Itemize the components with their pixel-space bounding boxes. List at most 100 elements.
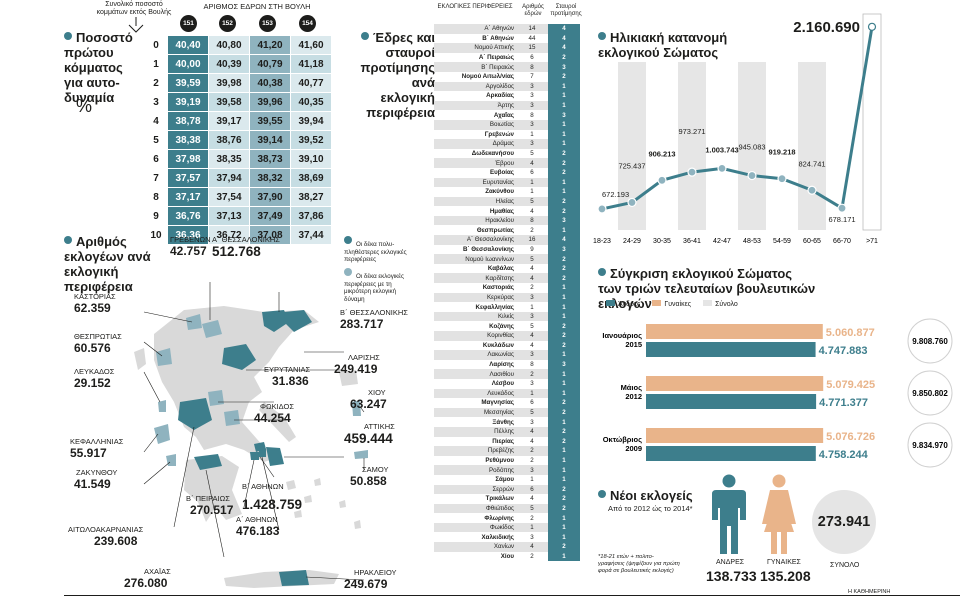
region-seats: 5 (530, 322, 534, 330)
header-regions: ΕΚΛΟΓΙΚΕΣ ΠΕΡΙΦΕΡΕΙΕΣ (437, 4, 513, 10)
row-index: 7 (153, 172, 159, 184)
threshold-cell: 40,00 (168, 55, 208, 73)
region-seats: 8 (530, 111, 534, 119)
threshold-section: Ποσοστό πρώτου κόμματος για αυτο-δυναμία… (64, 0, 354, 244)
women-value-label: 5.060.877 (826, 327, 875, 339)
region-row: Β΄ Αθηνών 44 4 (434, 33, 580, 44)
region-crosses: 2 (548, 436, 580, 447)
age-value-label: 919.218 (768, 148, 795, 157)
row-index: 0 (153, 39, 159, 51)
region-row: Μαγνησίας 6 2 (434, 398, 580, 408)
threshold-title-text: Ποσοστό πρώτου κόμματος για αυτο-δυναμία (64, 30, 133, 105)
compare-category-label: Οκτώβριος 2009 (603, 435, 642, 453)
threshold-cell: 37,54 (209, 188, 249, 206)
age-line-chart: 672.193 18-23 725.437 24-29 906.213 30-35 973.… (593, 13, 882, 245)
value-achaia: 276.080 (124, 576, 168, 590)
women-value-label: 5.076.726 (826, 431, 875, 443)
threshold-cell: 36,36 (168, 226, 208, 244)
women-label: ΓΥΝΑΙΚΕΣ (767, 559, 801, 566)
row-index: 9 (153, 210, 159, 222)
women-bar (646, 376, 824, 391)
compare-title: Σύγκριση εκλογικού Σώματος των τριών τελ… (598, 266, 818, 311)
region-crosses: 1 (548, 532, 580, 543)
region-seats: 6 (530, 169, 534, 177)
region-crosses: 2 (548, 52, 580, 63)
region-name: Α΄ Θεσσαλονίκης (434, 235, 516, 245)
age-band (738, 62, 766, 230)
region-seats: 8 (516, 62, 548, 72)
region-crosses: 1 (548, 522, 580, 533)
age-value-label: 906.213 (648, 149, 675, 158)
age-tick-label: 30-35 (653, 238, 671, 245)
label-b-thessaloniki: Β΄ ΘΕΣΣΑΛΟΝΙΚΗΣ (340, 308, 408, 317)
threshold-cell: 40,35 (291, 93, 331, 111)
region-crosses: 1 (548, 187, 580, 197)
region-b-thessaloniki (284, 310, 312, 332)
region-row: Ευβοίας 6 2 (434, 167, 580, 178)
label-evrytania: ΕΥΡΥΤΑΝΙΑΣ (264, 365, 311, 374)
age-point (687, 167, 697, 177)
value-kefallinia: 55.917 (70, 446, 107, 460)
threshold-cell: 40,38 (250, 74, 290, 92)
peloponnese-shape (184, 456, 242, 522)
region-seats: 4 (516, 331, 548, 341)
region-seats: 5 (516, 503, 548, 514)
region-row: Καστοριάς 2 1 (434, 283, 580, 293)
value-a-athens: 476.183 (236, 524, 280, 538)
threshold-row: 9 36,76 37,13 37,49 37,86 (145, 207, 331, 225)
region-row: Καρδίτσης 4 2 (434, 273, 580, 284)
threshold-cell: 40,80 (209, 36, 249, 54)
value-lefkada: 29.152 (74, 376, 111, 390)
threshold-cell: 39,17 (209, 112, 249, 130)
region-name: Κερκύρας (434, 292, 516, 303)
women-value: 135.208 (760, 568, 811, 584)
region-crosses: 1 (548, 474, 580, 485)
threshold-row: 7 37,57 37,94 38,32 38,69 (145, 169, 331, 187)
threshold-cell: 40,77 (291, 74, 331, 92)
new-voters-footnote: *18-21 ετών + πολιτο-γραφήσεις (ψηφίζουν… (598, 554, 680, 574)
region-name: Ξάνθης (492, 418, 514, 426)
value-b-thessaloniki: 283.717 (340, 317, 384, 331)
region-name: Β΄ Πειραιώς (434, 62, 516, 72)
region-row: Πιερίας 4 2 (434, 436, 580, 447)
region-seats: 3 (516, 100, 548, 111)
age-value-label: 2.160.690 (793, 19, 860, 36)
region-name: Πιερίας (492, 437, 514, 445)
region-crosses: 4 (548, 33, 580, 44)
age-band-last (862, 13, 882, 231)
region-crosses: 1 (548, 81, 580, 92)
women-value-label: 5.079.425 (826, 379, 875, 391)
region-crosses: 1 (548, 369, 580, 379)
label-samos: ΣΑΜΟΥ (362, 465, 389, 474)
region-name: Χανίων (434, 542, 516, 552)
region-name: Κεφαλληνίας (475, 303, 514, 311)
region-name: Δωδεκανήσου (471, 150, 514, 158)
female-figure-icon (762, 474, 796, 554)
threshold-cell: 39,59 (168, 74, 208, 92)
evia-shape (259, 402, 296, 442)
bullet-icon (598, 490, 606, 498)
age-value-label: 672.193 (602, 190, 629, 199)
value-attica: 459.444 (344, 431, 393, 446)
region-row: Φθιώτιδος 5 2 (434, 503, 580, 514)
region-row: Αργολίδος 3 1 (434, 81, 580, 92)
threshold-cell: 37,08 (250, 226, 290, 244)
compare-title-text: Σύγκριση εκλογικού Σώματος των τριών τελ… (598, 266, 816, 311)
row-index: 4 (153, 115, 159, 127)
credit: Η ΚΑΘΗΜΕΡΙΝΗ (848, 589, 891, 595)
threshold-cell: 41,20 (250, 36, 290, 54)
region-name: Έβρου (434, 158, 516, 168)
threshold-cell: 39,10 (291, 150, 331, 168)
value-a-thessaloniki: 512.768 (212, 244, 261, 259)
region-row: Πέλλης 4 2 (434, 426, 580, 437)
threshold-cell: 37,49 (250, 207, 290, 225)
label-lefkada: ΛΕΥΚΑΔΟΣ (74, 367, 115, 376)
value-aitoloakarnania: 239.608 (94, 534, 138, 548)
region-seats: 1 (530, 130, 534, 138)
threshold-row: 4 38,78 39,17 39,55 39,94 (145, 112, 331, 130)
region-name: Αρκαδίας (486, 92, 514, 100)
region-seats: 2 (530, 457, 534, 465)
bullet-icon (64, 32, 72, 40)
threshold-cell: 37,17 (168, 188, 208, 206)
region-attica (266, 447, 284, 466)
